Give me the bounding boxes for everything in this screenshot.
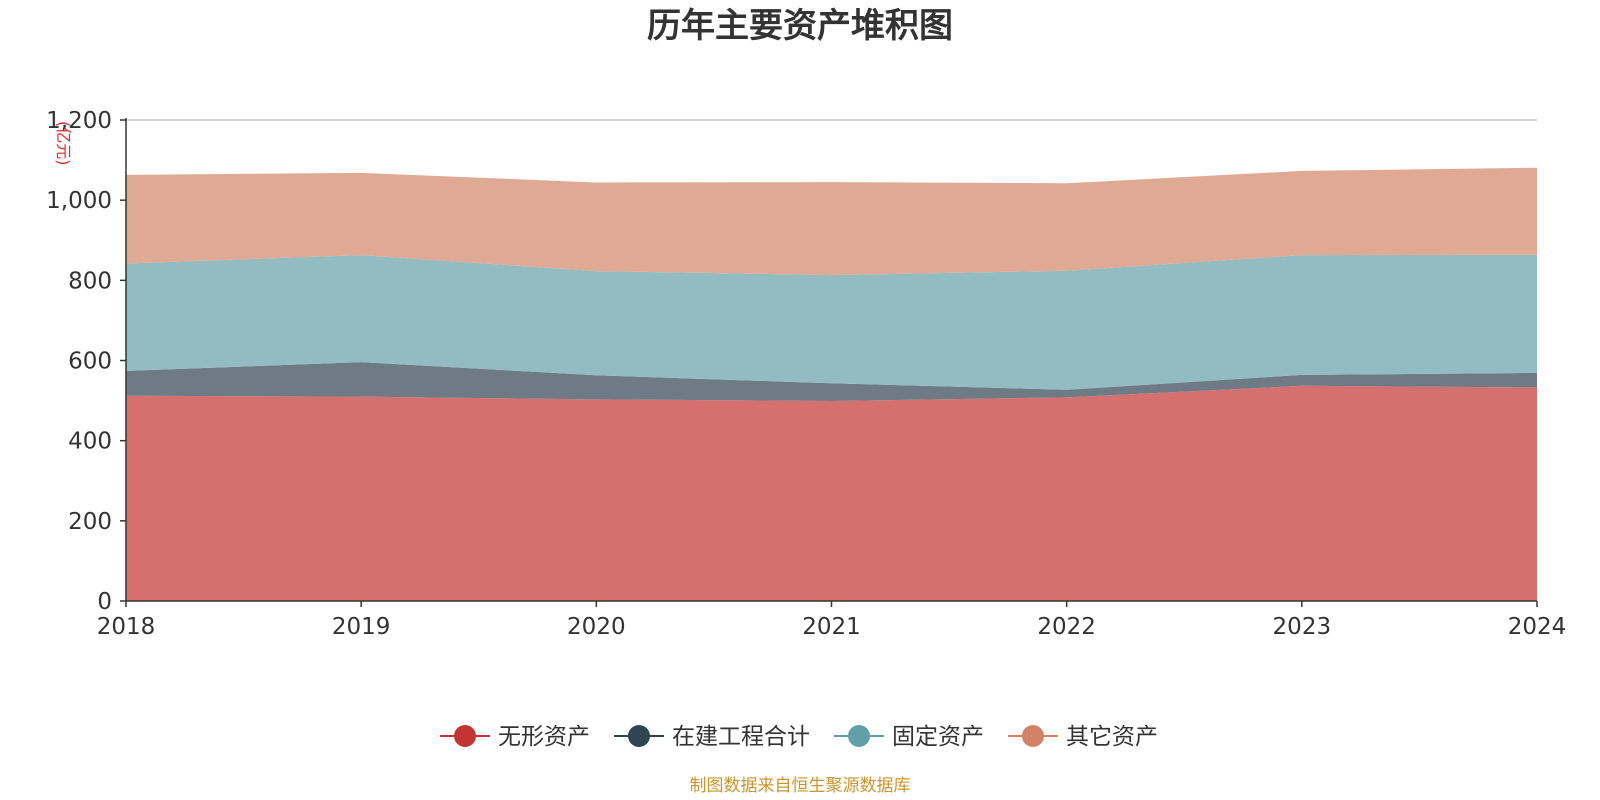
area-series-4[interactable] xyxy=(126,167,1537,276)
legend[interactable]: 无形资产 在建工程合计 固定资产 其它资产 xyxy=(440,724,1158,750)
legend-label: 无形资产 xyxy=(498,724,590,750)
y-tick-label: 1,000 xyxy=(46,188,112,214)
area-series-1[interactable] xyxy=(126,385,1537,601)
legend-item-3[interactable]: 固定资产 xyxy=(834,724,984,750)
x-tick-label: 2021 xyxy=(802,614,861,640)
area-series-3[interactable] xyxy=(126,254,1537,390)
y-tick-label: 200 xyxy=(68,509,112,535)
legend-marker xyxy=(628,725,650,747)
legend-label: 在建工程合计 xyxy=(672,724,810,750)
y-tick-label: 0 xyxy=(97,589,112,615)
y-tick-label: 400 xyxy=(68,429,112,455)
legend-label: 固定资产 xyxy=(892,724,984,750)
x-tick-label: 2023 xyxy=(1273,614,1332,640)
y-axis-unit-label: (亿元) xyxy=(54,121,73,166)
x-tick-label: 2024 xyxy=(1508,614,1567,640)
x-tick-label: 2018 xyxy=(97,614,156,640)
legend-item-1[interactable]: 无形资产 xyxy=(440,724,590,750)
x-tick-label: 2020 xyxy=(567,614,626,640)
legend-item-4[interactable]: 其它资产 xyxy=(1008,724,1158,750)
legend-item-2[interactable]: 在建工程合计 xyxy=(614,724,810,750)
x-tick-label: 2022 xyxy=(1037,614,1096,640)
data-source-note: 制图数据来自恒生聚源数据库 xyxy=(690,776,911,796)
x-tick-label: 2019 xyxy=(332,614,391,640)
y-tick-label: 1,200 xyxy=(46,108,112,134)
area-series-layer xyxy=(126,167,1537,601)
legend-label: 其它资产 xyxy=(1066,724,1158,750)
legend-marker xyxy=(1022,725,1044,747)
y-tick-label: 800 xyxy=(68,268,112,294)
legend-marker xyxy=(454,725,476,747)
axes: 0 200 400 600 800 1,000 1,200 2018 2019 2020 2021 2… xyxy=(46,108,1566,640)
area-series-2[interactable] xyxy=(126,362,1537,401)
chart-title: 历年主要资产堆积图 xyxy=(647,6,953,46)
y-tick-label: 600 xyxy=(68,349,112,375)
legend-marker xyxy=(848,725,870,747)
